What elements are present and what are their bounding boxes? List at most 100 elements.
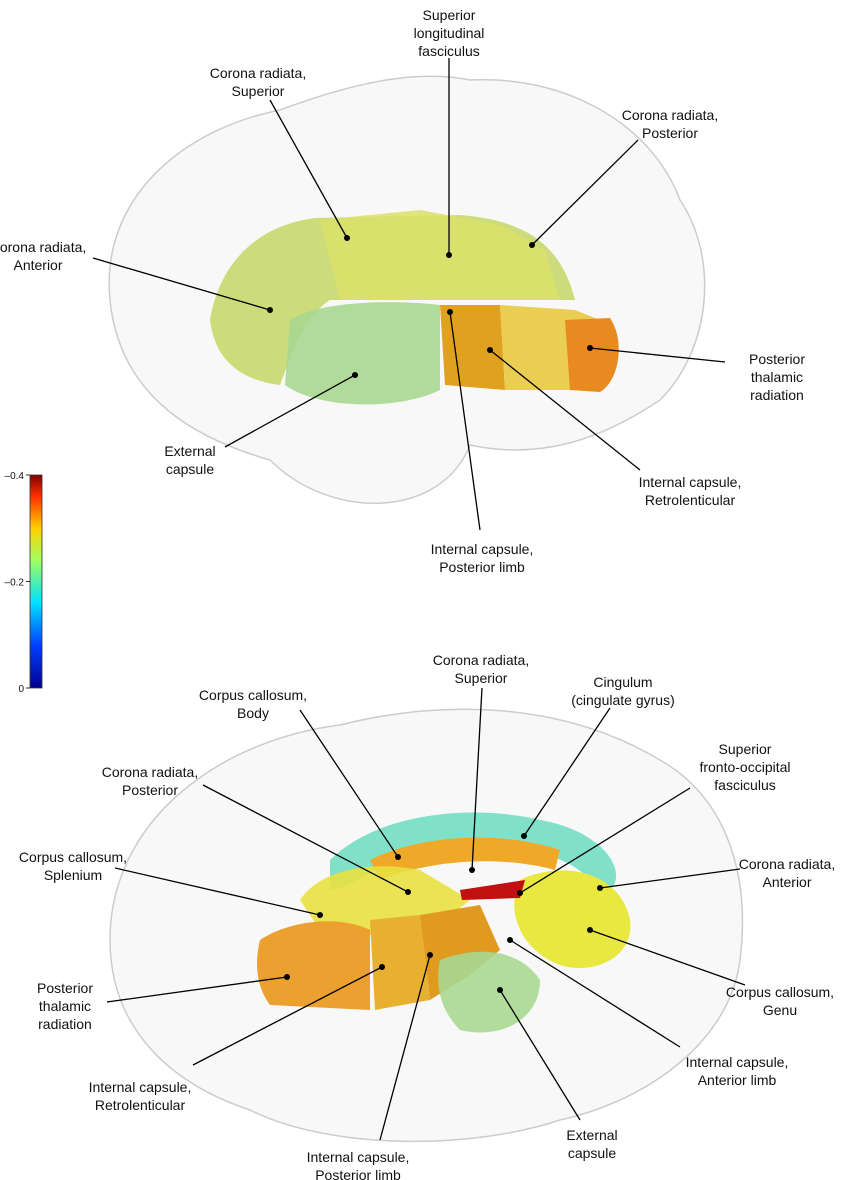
label-line: Posterior limb xyxy=(315,1167,401,1180)
structure-label: Corpus callosum, Genu xyxy=(726,984,834,1018)
leader-dot xyxy=(587,927,593,933)
leader-dot xyxy=(284,974,290,980)
label-line: Retrolenticular xyxy=(95,1097,186,1113)
bottom-brain xyxy=(109,708,744,1143)
leader-dot xyxy=(507,937,513,943)
structure-label: Internal capsule, Retrolenticular xyxy=(639,474,742,508)
structure-label: External capsule xyxy=(164,443,215,477)
label-line: Corona radiata, xyxy=(210,65,307,81)
label-line: Corpus callosum, xyxy=(726,984,834,1000)
leader-line xyxy=(114,867,321,916)
colorbar-tick-label: 0 xyxy=(18,684,24,695)
label-line: Corpus callosum, xyxy=(19,849,127,865)
leader-dot xyxy=(267,307,273,313)
structure-label: Internal capsule, Anterior limb xyxy=(686,1054,789,1088)
label-line: Anterior xyxy=(762,874,811,890)
colorbar-tick-label: –0.4 xyxy=(5,471,25,482)
leader-dot xyxy=(497,987,503,993)
label-line: Retrolenticular xyxy=(645,492,736,508)
label-line: Splenium xyxy=(44,867,102,883)
leader-line xyxy=(92,257,271,311)
leader-line xyxy=(519,787,691,894)
structure-label: Corona radiata, Anterior xyxy=(739,856,836,890)
leader-dot xyxy=(521,833,527,839)
label-line: thalamic xyxy=(751,369,803,385)
leader-dot xyxy=(447,309,453,315)
label-line: Cingulum xyxy=(593,674,652,690)
leader-line xyxy=(192,966,383,1066)
label-line: capsule xyxy=(568,1145,616,1161)
label-line: Body xyxy=(237,705,269,721)
label-line: Posterior limb xyxy=(439,559,525,575)
leader-line xyxy=(202,784,409,893)
label-line: fronto-occipital xyxy=(699,759,790,775)
label-line: External xyxy=(164,443,215,459)
leader-dot xyxy=(352,372,358,378)
structure-label: Corona radiata, Posterior xyxy=(622,107,719,141)
structure-label: Posterior thalamic radiation xyxy=(37,980,93,1032)
leader-line xyxy=(509,939,681,1048)
label-line: Corona radiata, xyxy=(0,239,86,255)
leader-dot xyxy=(517,890,523,896)
leader-dot xyxy=(597,885,603,891)
label-line: Posterior xyxy=(37,980,93,996)
leader-line xyxy=(449,311,481,531)
label-line: radiation xyxy=(750,387,804,403)
leader-dot xyxy=(529,242,535,248)
structure-label: Corona radiata, Posterior xyxy=(102,764,199,798)
label-line: Internal capsule, xyxy=(431,541,534,557)
leader-line xyxy=(299,709,399,858)
label-line: Superior xyxy=(455,670,508,686)
structure-label: Internal capsule, Posterior limb xyxy=(307,1149,410,1180)
leader-dot xyxy=(379,964,385,970)
label-line: (cingulate gyrus) xyxy=(571,692,675,708)
label-line: thalamic xyxy=(39,998,91,1014)
label-line: radiation xyxy=(38,1016,92,1032)
label-line: Corona radiata, xyxy=(739,856,836,872)
label-line: Posterior xyxy=(122,782,178,798)
label-line: Corona radiata, xyxy=(433,652,530,668)
leader-dot xyxy=(405,889,411,895)
label-line: External xyxy=(566,1127,617,1143)
structure-label: Superior longitudinal fasciculus xyxy=(414,7,485,59)
label-line: Internal capsule, xyxy=(639,474,742,490)
leader-line xyxy=(523,707,611,837)
structure-label: Internal capsule, Posterior limb xyxy=(431,541,534,575)
leader-dot xyxy=(344,235,350,241)
label-line: Genu xyxy=(763,1002,797,1018)
leader-line xyxy=(499,989,581,1121)
leader-line xyxy=(269,99,348,239)
structure-label: Internal capsule, Retrolenticular xyxy=(89,1079,192,1113)
structure-label: Corona radiata, Anterior xyxy=(0,239,86,273)
structure-label: Corpus callosum, Body xyxy=(199,687,307,721)
label-line: Anterior limb xyxy=(698,1072,777,1088)
structure-label: Cingulum (cingulate gyrus) xyxy=(571,674,675,708)
leader-dot xyxy=(446,252,452,258)
label-line: Posterior xyxy=(642,125,698,141)
structure-label: Corpus callosum, Splenium xyxy=(19,849,127,883)
leader-dot xyxy=(587,345,593,351)
label-line: Posterior xyxy=(749,351,805,367)
leader-line xyxy=(599,868,741,889)
leader-dot xyxy=(487,347,493,353)
leader-line xyxy=(589,929,746,986)
structure-label: Corona radiata, Superior xyxy=(433,652,530,686)
structure-label: External capsule xyxy=(566,1127,617,1161)
label-line: Superior xyxy=(423,7,476,23)
colorbar xyxy=(29,474,43,689)
label-line: Internal capsule, xyxy=(89,1079,192,1095)
label-line: capsule xyxy=(166,461,214,477)
structure-label: Corona radiata, Superior xyxy=(210,65,307,99)
leader-dot xyxy=(395,854,401,860)
leader-dot xyxy=(469,867,475,873)
label-line: Corpus callosum, xyxy=(199,687,307,703)
structure-label: Superior fronto-occipital fasciculus xyxy=(699,741,790,793)
leader-line xyxy=(531,139,639,246)
colorbar-tick-label: –0.2 xyxy=(5,578,25,589)
label-line: Corona radiata, xyxy=(622,107,719,123)
label-line: Anterior xyxy=(13,257,62,273)
label-line: fasciculus xyxy=(714,777,775,793)
structure-label: Posterior thalamic radiation xyxy=(749,351,805,403)
label-line: Superior xyxy=(232,83,285,99)
